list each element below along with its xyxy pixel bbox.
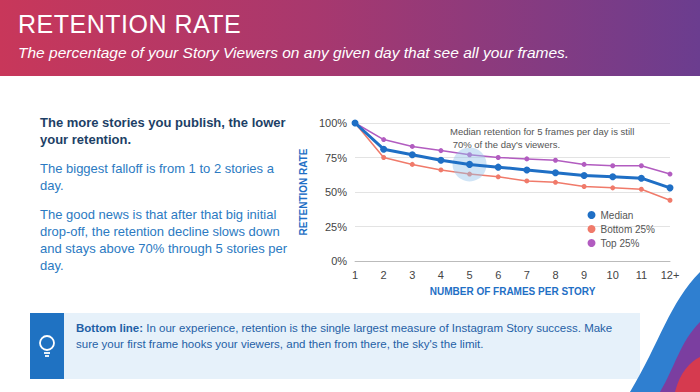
svg-text:8: 8 <box>552 269 558 281</box>
svg-text:Median: Median <box>601 210 634 221</box>
html-text:The percentage of your Story V: The percentage of your Story Viewers on … <box>18 44 570 61</box>
svg-text:5: 5 <box>467 269 473 281</box>
svg-text:Top 25%: Top 25% <box>601 238 640 249</box>
svg-text:3: 3 <box>409 269 415 281</box>
svg-text:Median retention for 5 frames: Median retention for 5 frames per day is… <box>450 126 634 137</box>
svg-text:7: 7 <box>524 269 530 281</box>
svg-text:Bottom 25%: Bottom 25% <box>601 224 656 235</box>
svg-text:0%: 0% <box>331 255 347 267</box>
html-text:The more stories you publish,: The more stories you publish, the lower … <box>40 115 286 147</box>
svg-text:10: 10 <box>607 269 619 281</box>
html-text:The good news is that after th: The good news is that after that big ini… <box>40 207 288 273</box>
svg-text:NUMBER OF FRAMES PER STORY: NUMBER OF FRAMES PER STORY <box>430 286 596 297</box>
svg-text:75%: 75% <box>325 152 347 164</box>
svg-text:RETENTION RATE: RETENTION RATE <box>298 148 309 235</box>
svg-text:25%: 25% <box>325 221 347 233</box>
svg-text:4: 4 <box>438 269 444 281</box>
svg-text:12+: 12+ <box>661 269 680 281</box>
svg-text:70% of the day's viewers.: 70% of the day's viewers. <box>450 139 560 150</box>
svg-text:11: 11 <box>636 269 647 281</box>
html-text:Bottom line: In our experience: Bottom line: In our experience, retentio… <box>76 322 613 350</box>
html-text:RETENTION RATE: RETENTION RATE <box>18 10 242 38</box>
svg-text:1: 1 <box>352 269 358 281</box>
svg-text:6: 6 <box>495 269 501 281</box>
svg-text:9: 9 <box>581 269 587 281</box>
svg-text:2: 2 <box>381 269 387 281</box>
html-text:The biggest falloff is from 1: The biggest falloff is from 1 to 2 stori… <box>40 161 274 193</box>
svg-text:50%: 50% <box>325 186 347 198</box>
svg-text:100%: 100% <box>319 117 347 129</box>
